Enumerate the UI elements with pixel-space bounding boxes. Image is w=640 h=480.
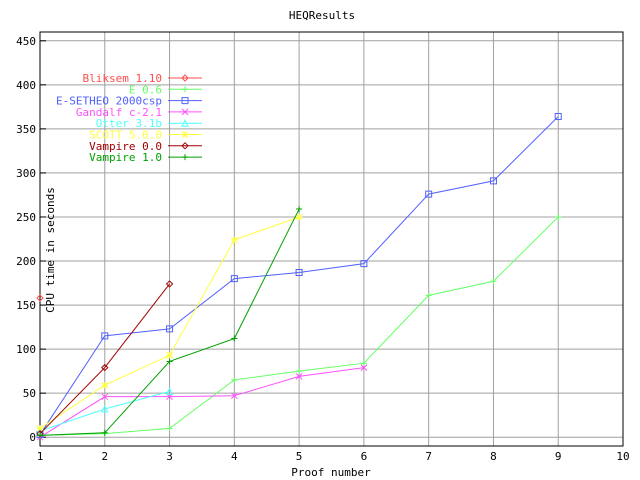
square-marker bbox=[489, 177, 497, 185]
legend-label: E 0.6 bbox=[129, 83, 162, 96]
x-tick-label: 1 bbox=[37, 450, 44, 463]
x-tick-label: 10 bbox=[616, 450, 629, 463]
legend-label: Vampire 1.0 bbox=[89, 151, 162, 164]
plus-marker bbox=[37, 432, 43, 439]
legend-label: Vampire 0.0 bbox=[89, 140, 162, 153]
series-otter-3-1b bbox=[36, 387, 174, 435]
plus-marker bbox=[490, 278, 497, 285]
legend-label: SCOTT 5.0.0 bbox=[89, 129, 162, 142]
y-tick-label: 400 bbox=[16, 79, 36, 92]
y-tick-label: 50 bbox=[23, 387, 36, 400]
plot-frame bbox=[39, 31, 624, 447]
square-marker bbox=[360, 260, 368, 268]
x-tick-label: 5 bbox=[296, 450, 303, 463]
x-tick-label: 6 bbox=[361, 450, 368, 463]
chart-title: HEQResults bbox=[289, 9, 355, 22]
grid bbox=[40, 32, 623, 446]
plus-marker bbox=[166, 425, 173, 432]
diamond-marker bbox=[101, 363, 109, 372]
x-tick-label: 4 bbox=[231, 450, 238, 463]
square-marker bbox=[554, 113, 562, 121]
y-tick-label: 250 bbox=[16, 211, 36, 224]
star-marker bbox=[166, 351, 173, 359]
square-marker bbox=[101, 332, 109, 340]
x-tick-label: 8 bbox=[490, 450, 497, 463]
y-tick-label: 300 bbox=[16, 167, 36, 180]
star-marker bbox=[101, 381, 109, 389]
y-axis-label: CPU time in seconds bbox=[44, 187, 57, 313]
plus-marker bbox=[360, 360, 367, 367]
series-line bbox=[39, 116, 559, 435]
y-tick-label: 150 bbox=[16, 299, 36, 312]
legend-label: Bliksem 1.10 bbox=[83, 72, 162, 85]
legend-label: Gandalf c-2.1 bbox=[76, 106, 162, 119]
plus-marker bbox=[182, 154, 188, 161]
x-tick-label: 2 bbox=[101, 450, 108, 463]
triangle-marker bbox=[181, 119, 189, 127]
plus-marker bbox=[166, 358, 173, 365]
star-marker bbox=[181, 131, 189, 138]
cross-marker bbox=[360, 364, 368, 371]
plus-marker bbox=[425, 292, 432, 299]
cross-marker bbox=[181, 108, 189, 116]
plus-marker bbox=[231, 376, 238, 383]
x-tick-label: 3 bbox=[166, 450, 173, 463]
plus-marker bbox=[101, 429, 108, 436]
square-marker bbox=[425, 190, 433, 198]
triangle-marker bbox=[165, 387, 174, 395]
legend-label: E-SETHEO 2000csp bbox=[56, 95, 162, 108]
series-gandalf-c-2-1 bbox=[36, 364, 368, 441]
star-marker bbox=[230, 236, 238, 244]
x-tick-label: 7 bbox=[425, 450, 432, 463]
series-line bbox=[39, 390, 170, 432]
diamond-marker bbox=[181, 142, 189, 150]
x-axis-label: Proof number bbox=[291, 466, 371, 479]
plus-marker bbox=[296, 368, 303, 375]
square-marker bbox=[181, 97, 189, 105]
triangle-marker bbox=[100, 404, 109, 413]
plus-marker bbox=[231, 335, 238, 342]
legend-label: Otter 3.1b bbox=[96, 117, 162, 130]
legend: Bliksem 1.10E 0.6E-SETHEO 2000cspGandalf… bbox=[56, 72, 202, 164]
square-marker bbox=[230, 275, 238, 283]
star-marker bbox=[295, 213, 303, 221]
plus-marker bbox=[296, 206, 303, 213]
diamond-marker bbox=[36, 294, 44, 302]
star-marker bbox=[36, 425, 44, 432]
diamond-marker bbox=[165, 280, 174, 288]
square-marker bbox=[295, 268, 303, 276]
series-group bbox=[36, 113, 562, 441]
series-bliksem-1-10 bbox=[36, 294, 44, 302]
x-tick-label: 9 bbox=[555, 450, 562, 463]
y-tick-label: 200 bbox=[16, 255, 36, 268]
series-vampire-1-0 bbox=[37, 206, 303, 439]
diamond-marker bbox=[181, 74, 189, 82]
series-e-0-6 bbox=[37, 213, 562, 439]
square-marker bbox=[166, 325, 174, 333]
y-tick-label: 0 bbox=[29, 431, 36, 444]
series-line bbox=[39, 283, 170, 435]
y-tick-label: 100 bbox=[16, 343, 36, 356]
y-tick-label: 450 bbox=[16, 35, 36, 48]
y-tick-label: 350 bbox=[16, 123, 36, 136]
plus-marker bbox=[182, 86, 188, 93]
plus-marker bbox=[555, 213, 562, 220]
series-scott-5-0-0 bbox=[36, 213, 303, 432]
cross-marker bbox=[101, 393, 109, 401]
cross-marker bbox=[230, 392, 238, 400]
cross-marker bbox=[295, 373, 303, 380]
series-line bbox=[39, 367, 364, 438]
